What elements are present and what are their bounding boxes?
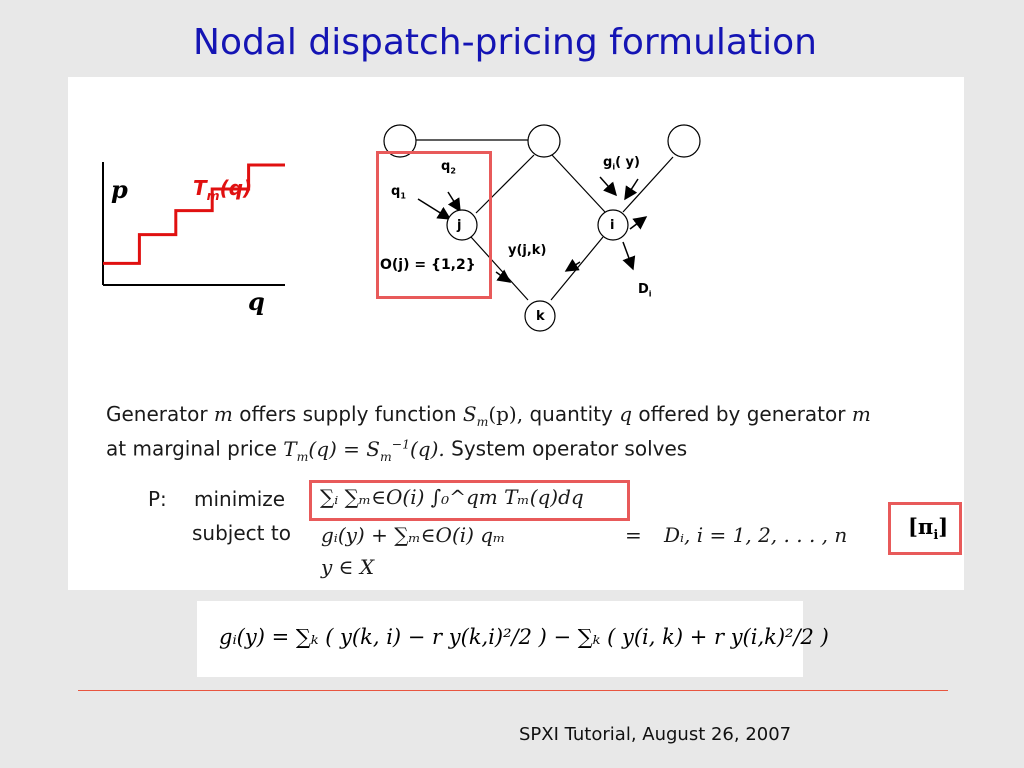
line2-a: at marginal price [106,436,277,461]
description-line-1: Generator m offers supply function Sm(p)… [106,402,871,429]
q1-sub: 1 [400,191,406,201]
curve-label-main: T [193,176,207,200]
supply-step-chart [102,162,285,286]
node-top-right [667,124,701,158]
q1-text: q [391,184,401,199]
network-diagram [383,124,701,332]
constraint-rhs: Dᵢ, i = 1, 2, . . . , n [664,523,848,547]
line1-S-sub: m [476,414,489,429]
curve-label-arg: (q) [219,176,253,200]
multiplier-pi-i: [πi] [908,514,948,543]
line2-T-main: T [283,436,297,461]
node-top-left [383,124,417,158]
q2-sub: 2 [450,166,456,176]
node-i [597,209,629,241]
multiplier-sub: i [933,528,939,544]
subject-to-label: subject to [192,521,291,545]
objective-highlight-box [309,480,630,521]
line1-S-main: S [462,402,477,426]
node-k [524,300,556,332]
line1-d: offered by generator [638,402,846,426]
gi-text: g [603,155,613,170]
node-i-label: i [610,218,615,233]
di-label: Di [638,282,652,299]
step-curve [103,163,285,265]
objective-expression: ∑ᵢ ∑ₘ∈O(i) ∫₀^qm Tₘ(q)dq [320,485,584,509]
footer-divider [78,690,948,691]
curve-label: Tm(q) [193,176,252,203]
node-k-label: k [536,309,545,324]
line1-m2: m [851,402,871,426]
gi-arg: ( y) [615,155,640,170]
constraint-equals: = [625,523,642,547]
gi-label: gi( y) [603,155,640,172]
line1-b: offers supply function [239,402,457,426]
node-j [446,209,478,241]
curve-label-sub: m [206,188,220,203]
q2-text: q [441,159,451,174]
node-top-middle [527,124,561,158]
line2-T-arg: (q) = S [308,436,380,461]
y-axis-label: p [111,175,128,204]
minimize-label: minimize [194,487,286,511]
x-axis-label: q [248,287,265,316]
multiplier-open: [π [908,514,934,539]
constraint-feasible-set: y ∈ X [321,555,375,579]
node-j-label: j [457,218,462,233]
line2-T: Tm(q) = Sm−1(q). [283,436,445,464]
line2-S-sup: −1 [391,436,410,451]
di-sub: i [648,289,652,299]
constraint-lhs: gᵢ(y) + ∑ₘ∈O(i) qₘ [321,523,506,547]
gi-formula-box: gᵢ(y) = ∑ₖ ( y(k, i) − r y(k,i)²/2 ) − ∑… [197,601,829,677]
gi-sub: i [612,162,616,172]
node-j-highlight-box [376,151,492,299]
problem-label: P: [148,487,167,511]
slide-title: Nodal dispatch-pricing formulation [193,22,817,63]
line2-end: (q). [410,436,445,461]
multiplier-close: ] [938,514,949,539]
q2-label: q2 [441,159,456,176]
gi-formula: gᵢ(y) = ∑ₖ ( y(k, i) − r y(k,i)²/2 ) − ∑… [219,625,829,649]
line1-S: Sm(p), [462,402,524,429]
oj-label: O(j) = {1,2} [380,257,476,273]
line1-q: q [619,402,633,426]
line1-c: quantity [529,402,613,426]
di-text: D [638,282,649,297]
q1-label: q1 [391,184,406,201]
line1-a: Generator [106,402,208,426]
content-panel: p q Tm(q) j i k q2 q1 gi( [68,77,964,590]
multiplier-highlight-box [888,502,962,555]
line2-T-sub: m [296,448,309,464]
yjk-label: y(j,k) [508,243,547,258]
footer-text: SPXI Tutorial, August 26, 2007 [519,724,792,745]
description-line-2: at marginal price Tm(q) = Sm−1(q). Syste… [106,436,687,464]
line2-b: System operator solves [451,436,688,461]
line1-S-arg: (p), [488,402,524,426]
line2-S-sub: m [379,448,392,464]
line1-m: m [213,402,233,426]
